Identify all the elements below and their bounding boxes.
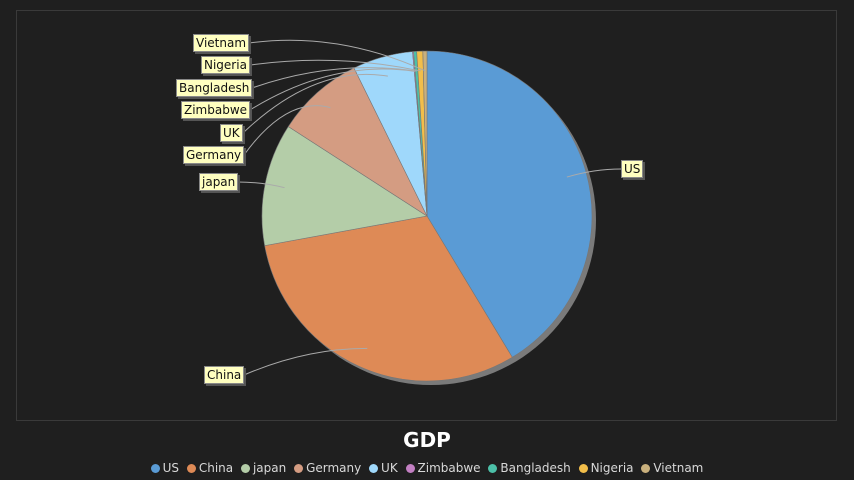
plot-area: [16, 10, 837, 421]
slice-label-germany: Germany: [183, 146, 245, 164]
slice-label-zimbabwe: Zimbabwe: [181, 101, 251, 119]
pie-slice-vietnam[interactable]: [422, 50, 428, 217]
slice-label-china: China: [204, 366, 245, 384]
legend-item-zimbabwe[interactable]: Zimbabwe: [405, 461, 481, 475]
legend-dot-icon: [405, 464, 415, 473]
legend-dot-icon: [150, 464, 160, 473]
slice-label-vietnam: Vietnam: [193, 34, 250, 52]
legend-dot-icon: [369, 464, 379, 473]
legend-item-china[interactable]: China: [186, 461, 233, 475]
legend-dot-icon: [186, 464, 196, 473]
slice-label-japan: japan: [199, 173, 239, 191]
slice-label-bangladesh: Bangladesh: [176, 79, 253, 97]
pie-slice-germany[interactable]: [287, 67, 428, 217]
chart-title: GDP: [403, 428, 451, 452]
legend-item-vietnam[interactable]: Vietnam: [641, 461, 703, 475]
legend-item-uk[interactable]: UK: [369, 461, 398, 475]
slice-label-uk: UK: [220, 124, 243, 142]
pie-slices: [261, 50, 593, 382]
legend-dot-icon: [240, 464, 250, 473]
legend-item-germany[interactable]: Germany: [294, 461, 361, 475]
legend-dot-icon: [641, 464, 651, 473]
legend-item-us[interactable]: US: [150, 461, 179, 475]
slice-label-us: US: [621, 160, 644, 178]
label-leader-lines: [237, 39, 622, 376]
pie-slice-china[interactable]: [264, 215, 513, 382]
legend: US China japan Germany UK Zimbabwe Bangl…: [0, 461, 854, 475]
legend-item-nigeria[interactable]: Nigeria: [578, 461, 634, 475]
pie-slice-us[interactable]: [426, 50, 593, 358]
legend-item-japan[interactable]: japan: [240, 461, 286, 475]
legend-dot-icon: [488, 464, 498, 473]
legend-dot-icon: [294, 464, 304, 473]
legend-item-bangladesh[interactable]: Bangladesh: [488, 461, 571, 475]
slice-label-nigeria: Nigeria: [201, 56, 250, 74]
legend-dot-icon: [578, 464, 588, 473]
